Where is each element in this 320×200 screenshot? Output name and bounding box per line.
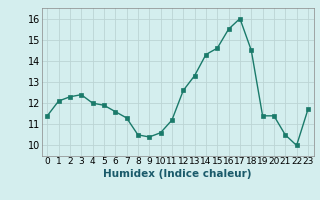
X-axis label: Humidex (Indice chaleur): Humidex (Indice chaleur)	[103, 169, 252, 179]
